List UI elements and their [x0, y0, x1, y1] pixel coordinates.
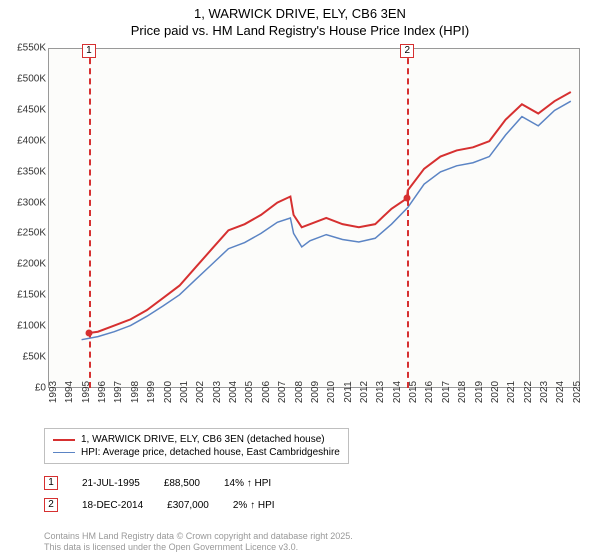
y-tick-label: £100K	[17, 321, 46, 332]
x-tick-label: 2018	[457, 381, 468, 403]
x-tick-label: 2010	[326, 381, 337, 403]
x-tick-label: 1998	[130, 381, 141, 403]
series-line	[90, 92, 571, 333]
x-tick-label: 1993	[48, 381, 59, 403]
x-tick-label: 2024	[555, 381, 566, 403]
footer-line: This data is licensed under the Open Gov…	[44, 542, 353, 554]
x-tick-label: 2008	[294, 381, 305, 403]
x-tick-label: 2003	[212, 381, 223, 403]
sale-price: £88,500	[164, 478, 200, 489]
x-tick-label: 2017	[441, 381, 452, 403]
marker-box: 2	[400, 44, 414, 58]
y-tick-label: £450K	[17, 104, 46, 115]
x-tick-label: 1999	[146, 381, 157, 403]
marker-dot	[404, 195, 411, 202]
y-tick-label: £250K	[17, 228, 46, 239]
y-tick-label: £0	[35, 383, 46, 394]
plot-area	[48, 48, 580, 388]
x-tick-label: 2016	[424, 381, 435, 403]
chart-title: 1, WARWICK DRIVE, ELY, CB6 3EN	[0, 0, 600, 23]
y-tick-label: £350K	[17, 166, 46, 177]
legend-swatch	[53, 452, 75, 453]
x-tick-label: 2023	[539, 381, 550, 403]
x-tick-label: 2007	[277, 381, 288, 403]
x-tick-label: 2022	[523, 381, 534, 403]
y-tick-label: £500K	[17, 73, 46, 84]
x-tick-label: 2020	[490, 381, 501, 403]
sale-date: 18-DEC-2014	[82, 500, 143, 511]
x-tick-label: 2005	[244, 381, 255, 403]
x-tick-label: 2015	[408, 381, 419, 403]
x-tick-label: 1997	[113, 381, 124, 403]
sale-delta: 2% ↑ HPI	[233, 500, 275, 511]
sale-row: 2 18-DEC-2014 £307,000 2% ↑ HPI	[44, 498, 275, 512]
x-tick-label: 2014	[392, 381, 403, 403]
footer-attribution: Contains HM Land Registry data © Crown c…	[44, 531, 353, 554]
footer-line: Contains HM Land Registry data © Crown c…	[44, 531, 353, 543]
legend-item: 1, WARWICK DRIVE, ELY, CB6 3EN (detached…	[53, 433, 340, 446]
legend-swatch	[53, 439, 75, 441]
x-tick-label: 1994	[64, 381, 75, 403]
y-tick-label: £150K	[17, 290, 46, 301]
x-tick-label: 2012	[359, 381, 370, 403]
x-tick-label: 2004	[228, 381, 239, 403]
x-tick-label: 2002	[195, 381, 206, 403]
x-tick-label: 2019	[474, 381, 485, 403]
x-tick-label: 2001	[179, 381, 190, 403]
x-tick-label: 2011	[343, 381, 354, 403]
x-tick-label: 2021	[506, 381, 517, 403]
x-tick-label: 2009	[310, 381, 321, 403]
legend: 1, WARWICK DRIVE, ELY, CB6 3EN (detached…	[44, 428, 349, 464]
y-tick-label: £550K	[17, 43, 46, 54]
sale-price: £307,000	[167, 500, 209, 511]
legend-label: HPI: Average price, detached house, East…	[81, 447, 340, 458]
x-tick-label: 2013	[375, 381, 386, 403]
chart-subtitle: Price paid vs. HM Land Registry's House …	[0, 23, 600, 44]
y-tick-label: £200K	[17, 259, 46, 270]
sale-delta: 14% ↑ HPI	[224, 478, 271, 489]
sale-marker-box: 2	[44, 498, 58, 512]
marker-box: 1	[82, 44, 96, 58]
marker-dot	[85, 330, 92, 337]
y-tick-label: £300K	[17, 197, 46, 208]
x-tick-label: 2000	[163, 381, 174, 403]
legend-label: 1, WARWICK DRIVE, ELY, CB6 3EN (detached…	[81, 434, 325, 445]
sale-row: 1 21-JUL-1995 £88,500 14% ↑ HPI	[44, 476, 271, 490]
sale-marker-box: 1	[44, 476, 58, 490]
legend-item: HPI: Average price, detached house, East…	[53, 446, 340, 459]
x-tick-label: 2025	[572, 381, 583, 403]
y-tick-label: £50K	[23, 352, 46, 363]
y-tick-label: £400K	[17, 135, 46, 146]
x-tick-label: 1996	[97, 381, 108, 403]
sale-date: 21-JUL-1995	[82, 478, 140, 489]
x-tick-label: 2006	[261, 381, 272, 403]
chart-container: 1, WARWICK DRIVE, ELY, CB6 3EN Price pai…	[0, 0, 600, 560]
line-series-svg	[49, 49, 579, 387]
